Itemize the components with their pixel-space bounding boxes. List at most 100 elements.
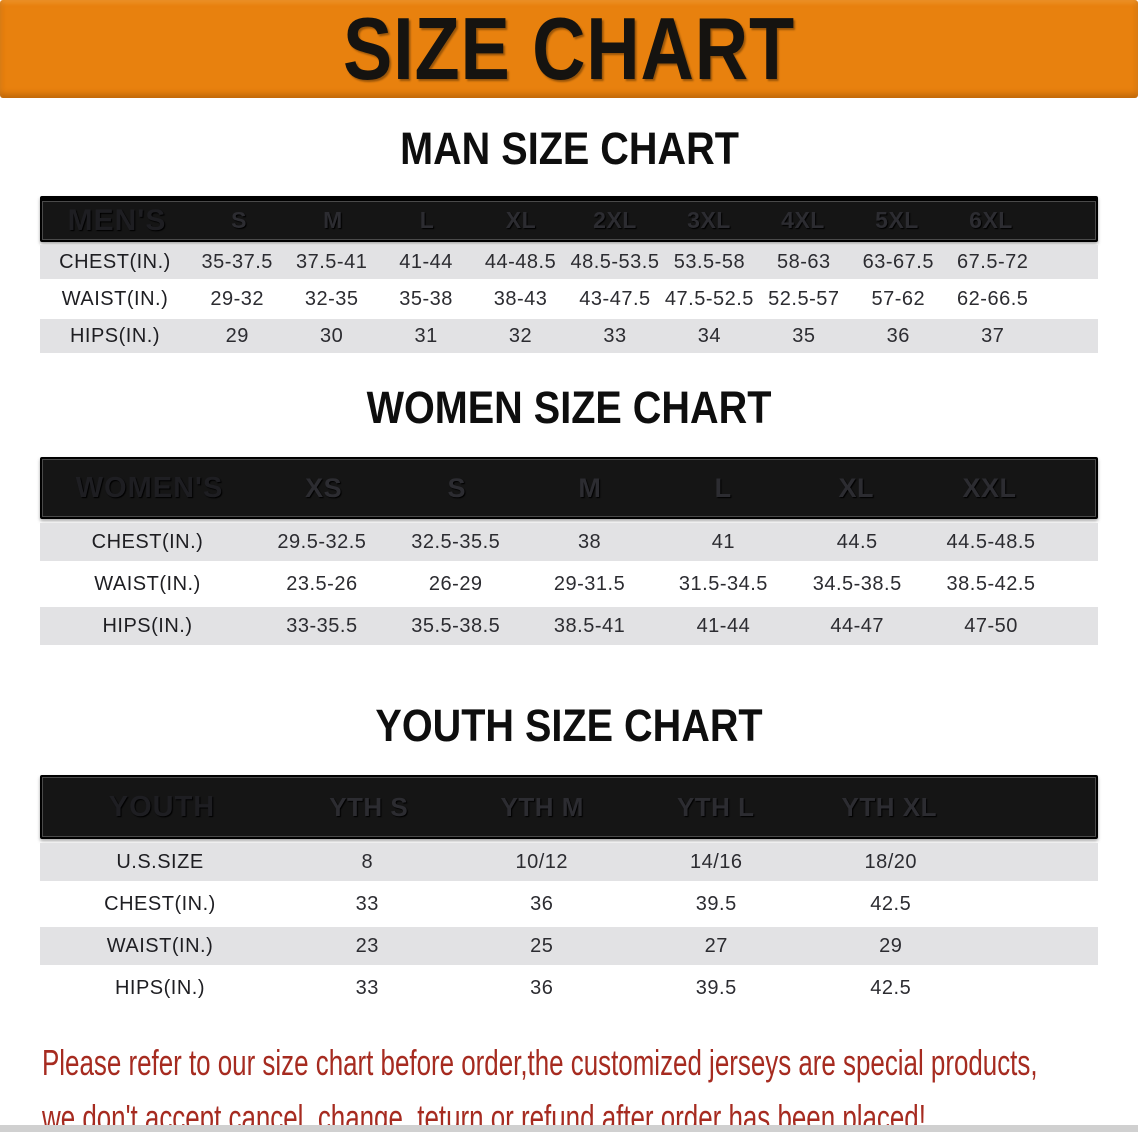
size-value: 37.5-41 — [295, 250, 368, 273]
size-value: 26-29 — [428, 572, 483, 595]
size-value: 32-35 — [304, 287, 359, 310]
size-value: 25 — [530, 934, 554, 957]
size-value: 35-37.5 — [201, 250, 273, 273]
size-value: 38-43 — [493, 287, 548, 310]
size-value: 23.5-26 — [286, 572, 358, 595]
size-value: 36 — [530, 976, 554, 999]
men-chest-row: CHEST(IN.) 35-37.5 37.5-41 41-44 44-48.5… — [40, 245, 1098, 279]
size-value: 48.5-53.5 — [570, 250, 660, 273]
size-value: 29-31.5 — [553, 572, 626, 595]
men-section-heading: MAN SIZE CHART — [0, 123, 1138, 174]
size-value: 29-32 — [210, 287, 265, 310]
size-value: 57-62 — [871, 287, 926, 310]
size-value: 47-50 — [964, 614, 1018, 637]
row-label: HIPS(IN.) — [102, 614, 193, 637]
size-value: 44.5 — [836, 530, 878, 553]
row-label: CHEST(IN.) — [91, 530, 204, 553]
women-col-header: L — [714, 472, 732, 503]
men-section-heading-text: MAN SIZE CHART — [399, 123, 739, 174]
women-waist-row: WAIST(IN.) 23.5-26 26-29 29-31.5 31.5-34… — [40, 565, 1098, 603]
size-value: 14/16 — [689, 850, 743, 873]
size-value: 38.5-41 — [553, 614, 626, 637]
row-label: WAIST(IN.) — [94, 572, 201, 595]
size-value: 29 — [225, 324, 249, 347]
youth-table-header-row: YOUTH YTH S YTH M YTH L YTH XL — [40, 775, 1098, 839]
youth-size-table: YOUTH YTH S YTH M YTH L YTH XL U.S.SIZE … — [40, 775, 1098, 1007]
size-value: 43-47.5 — [579, 287, 651, 310]
row-label: WAIST(IN.) — [106, 934, 214, 957]
youth-col-header: YTH L — [676, 791, 755, 822]
size-value: 35 — [792, 324, 816, 347]
men-col-header: S — [231, 207, 247, 233]
size-value: 31 — [414, 324, 438, 347]
women-col-header: S — [447, 472, 467, 503]
size-value: 39.5 — [695, 976, 737, 999]
size-value: 38 — [577, 530, 602, 553]
men-waist-row: WAIST(IN.) 29-32 32-35 35-38 38-43 43-47… — [40, 282, 1098, 316]
size-value: 10/12 — [515, 850, 569, 873]
size-value: 63-67.5 — [862, 250, 934, 273]
size-value: 29 — [879, 934, 903, 957]
row-label: U.S.SIZE — [116, 850, 204, 873]
women-col-header: M — [578, 472, 602, 503]
size-value: 34 — [697, 324, 722, 347]
men-col-header: 5XL — [875, 207, 919, 233]
order-notice-line1: Please refer to our size chart before or… — [42, 1039, 1138, 1094]
size-value: 23 — [355, 934, 379, 957]
women-col-header: XL — [838, 472, 875, 503]
size-value: 27 — [704, 934, 728, 957]
size-value: 32.5-35.5 — [411, 530, 501, 553]
youth-section-heading: YOUTH SIZE CHART — [0, 700, 1138, 751]
men-col-header: XL — [505, 207, 537, 233]
size-value: 18/20 — [864, 850, 918, 873]
row-label: HIPS(IN.) — [69, 324, 161, 347]
size-value: 41 — [711, 530, 736, 553]
men-col-header: 4XL — [781, 207, 825, 233]
size-value: 8 — [361, 850, 374, 873]
size-value: 35.5-38.5 — [411, 614, 501, 637]
size-value: 36 — [530, 892, 554, 915]
women-chest-row: CHEST(IN.) 29.5-32.5 32.5-35.5 38 41 44.… — [40, 523, 1098, 561]
size-value: 33 — [355, 892, 379, 915]
size-value: 53.5-58 — [673, 250, 746, 273]
youth-col-header: YTH M — [500, 791, 584, 822]
size-value: 33-35.5 — [286, 614, 358, 637]
youth-chest-row: CHEST(IN.) 33 36 39.5 42.5 — [40, 885, 1098, 923]
men-col-header: 6XL — [969, 207, 1013, 233]
size-value: 31.5-34.5 — [678, 572, 768, 595]
size-value: 42.5 — [870, 976, 912, 999]
youth-col-header: YTH S — [329, 791, 409, 822]
row-label: HIPS(IN.) — [114, 976, 206, 999]
women-col-header: XS — [305, 472, 343, 503]
size-value: 58-63 — [777, 250, 831, 273]
men-table-title: MEN'S — [67, 203, 167, 237]
size-value: 41-44 — [399, 250, 453, 273]
size-value: 34.5-38.5 — [812, 572, 902, 595]
size-value: 42.5 — [870, 892, 912, 915]
size-value: 37 — [981, 324, 1005, 347]
men-col-header: L — [419, 207, 435, 233]
size-value: 39.5 — [695, 892, 737, 915]
size-value: 44-47 — [830, 614, 885, 637]
size-value: 36 — [886, 324, 910, 347]
men-hips-row: HIPS(IN.) 29 30 31 32 33 34 35 36 37 — [40, 319, 1098, 353]
men-col-header: 3XL — [687, 207, 731, 233]
women-section-heading: WOMEN SIZE CHART — [0, 382, 1138, 433]
size-value: 33 — [355, 976, 379, 999]
size-value: 52.5-57 — [768, 287, 840, 310]
order-notice-line1-text: Please refer to our size chart before or… — [42, 1042, 1038, 1083]
size-value: 62-66.5 — [957, 287, 1029, 310]
size-value: 35-38 — [399, 287, 453, 310]
size-value: 44.5-48.5 — [946, 530, 1036, 553]
women-table-header-row: WOMEN'S XS S M L XL XXL — [40, 457, 1098, 519]
row-label: CHEST(IN.) — [59, 250, 171, 273]
youth-waist-row: WAIST(IN.) 23 25 27 29 — [40, 927, 1098, 965]
women-table-title: WOMEN'S — [75, 471, 224, 504]
men-col-header: M — [323, 207, 343, 233]
men-col-header: 2XL — [593, 207, 637, 233]
women-size-table: WOMEN'S XS S M L XL XXL CHEST(IN.) 29.5-… — [40, 457, 1098, 645]
size-value: 29.5-32.5 — [277, 530, 367, 553]
order-notice: Please refer to our size chart before or… — [0, 1039, 1138, 1132]
page-title: SIZE CHART — [343, 0, 795, 98]
